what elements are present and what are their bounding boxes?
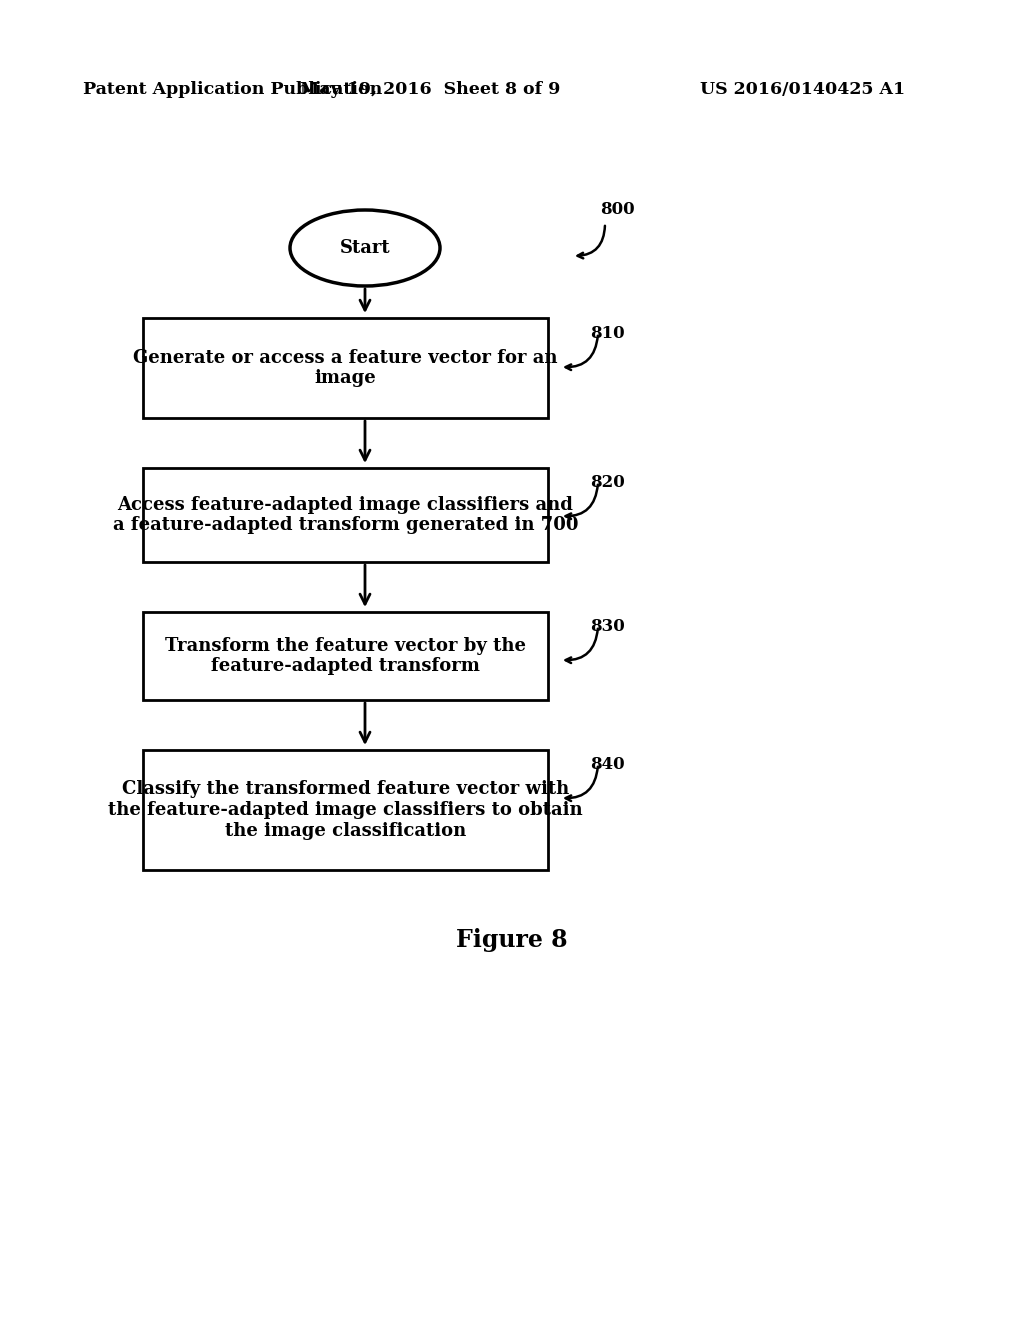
Text: US 2016/0140425 A1: US 2016/0140425 A1 xyxy=(700,82,905,99)
Text: 830: 830 xyxy=(590,618,625,635)
Text: Patent Application Publication: Patent Application Publication xyxy=(83,82,382,99)
Text: Generate or access a feature vector for an
image: Generate or access a feature vector for … xyxy=(133,348,558,387)
Ellipse shape xyxy=(290,210,440,286)
Text: Start: Start xyxy=(340,239,390,257)
Text: Transform the feature vector by the
feature-adapted transform: Transform the feature vector by the feat… xyxy=(165,636,526,676)
FancyBboxPatch shape xyxy=(143,318,548,418)
Text: 820: 820 xyxy=(590,474,625,491)
Text: 840: 840 xyxy=(590,756,625,774)
Text: May 19, 2016  Sheet 8 of 9: May 19, 2016 Sheet 8 of 9 xyxy=(300,82,560,99)
FancyBboxPatch shape xyxy=(143,469,548,562)
Text: 810: 810 xyxy=(590,325,625,342)
Text: Figure 8: Figure 8 xyxy=(456,928,568,952)
Text: Access feature-adapted image classifiers and
a feature-adapted transform generat: Access feature-adapted image classifiers… xyxy=(113,495,579,535)
FancyBboxPatch shape xyxy=(143,750,548,870)
Text: 800: 800 xyxy=(600,202,635,219)
Text: Classify the transformed feature vector with
the feature-adapted image classifie: Classify the transformed feature vector … xyxy=(109,780,583,840)
FancyBboxPatch shape xyxy=(143,612,548,700)
